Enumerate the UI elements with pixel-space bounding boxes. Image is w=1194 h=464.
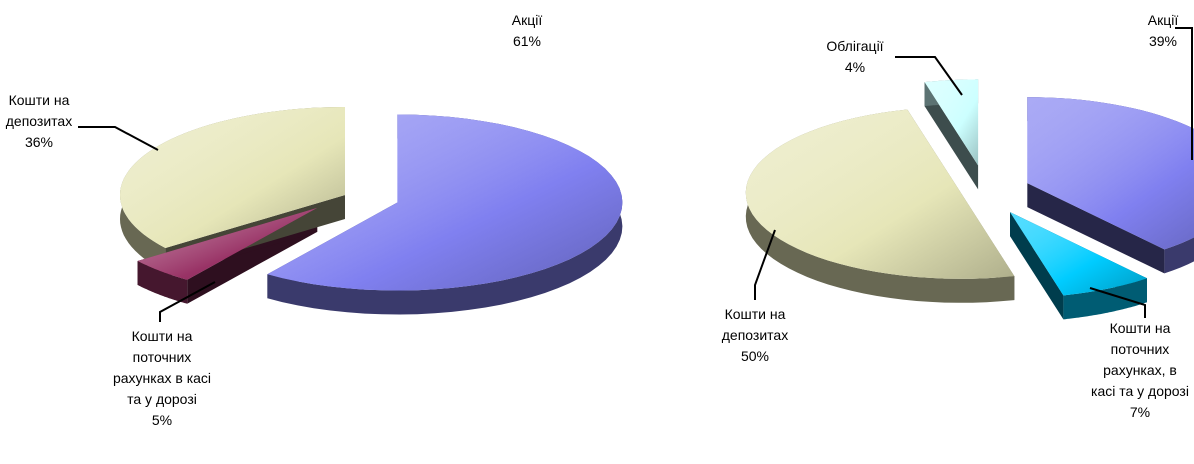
value-label: 61% xyxy=(512,33,542,49)
category-name: Кошти на поточних рахунках в касі та у д… xyxy=(112,328,212,407)
slice-shine xyxy=(1027,97,1194,250)
slice-shine xyxy=(1010,212,1147,296)
slice-shine xyxy=(267,114,623,291)
slice-shine xyxy=(137,207,318,280)
slice-shine xyxy=(924,79,979,166)
category-name: Облігації xyxy=(826,38,884,54)
value-label: 4% xyxy=(844,59,866,75)
leader-line xyxy=(78,126,159,151)
leader-line xyxy=(895,56,963,96)
leader-line xyxy=(159,281,216,322)
category-name: Акції xyxy=(511,12,543,28)
slice-rim xyxy=(745,109,1015,303)
leader-line xyxy=(1089,287,1146,318)
value-label: 36% xyxy=(24,134,54,150)
value-label: 50% xyxy=(740,348,770,364)
slice-shine xyxy=(120,107,345,248)
category-name: Акції xyxy=(1147,12,1179,28)
category-name: Кошти на депозитах xyxy=(5,92,73,129)
slice-label: Акції 61% xyxy=(477,10,577,52)
slice-shine xyxy=(745,109,1015,279)
slice-label: Кошти на депозитах 36% xyxy=(0,90,78,153)
slice-side xyxy=(1010,212,1064,320)
category-name: Кошти на депозитах xyxy=(721,306,789,343)
slice-rim xyxy=(137,261,188,304)
slice-rim xyxy=(1063,278,1147,320)
slice-side xyxy=(924,82,979,190)
value-label: 5% xyxy=(151,412,173,428)
slice-label: Облігації 4% xyxy=(805,36,905,78)
value-label: 7% xyxy=(1129,404,1151,420)
slice-rim xyxy=(267,114,623,315)
slice-side xyxy=(1027,183,1165,274)
slice-label: Кошти на поточних рахунках в касі та у д… xyxy=(112,326,212,431)
slice-label: Акції 39% xyxy=(1120,10,1194,52)
leader-line xyxy=(1175,27,1193,160)
leader-line xyxy=(754,229,776,300)
slice-label: Кошти на депозитах 50% xyxy=(705,304,805,367)
value-label: 39% xyxy=(1148,33,1178,49)
category-name: Кошти на поточних рахунках, в касі та у … xyxy=(1091,320,1189,399)
slice-label: Кошти на поточних рахунках, в касі та у … xyxy=(1090,318,1190,423)
